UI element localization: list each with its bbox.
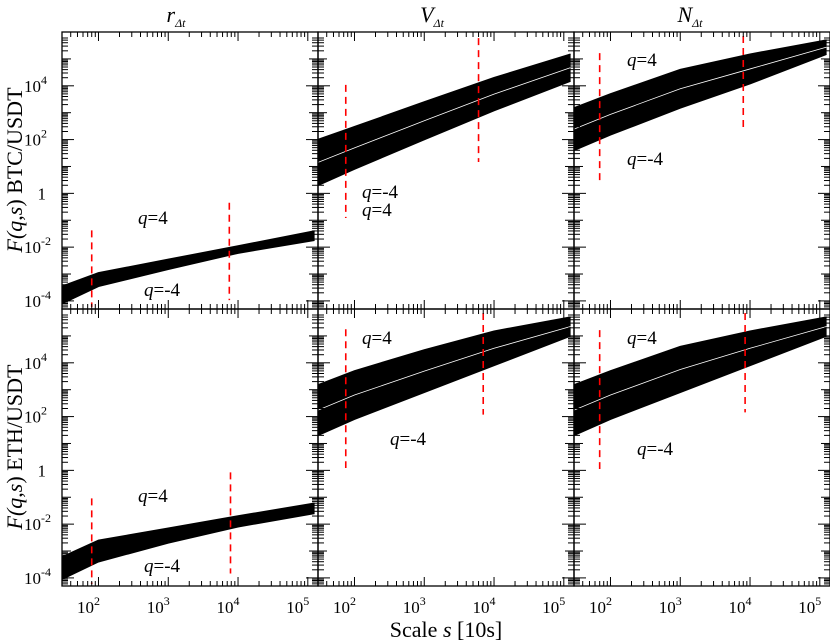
y-tick-label: 10-2 — [24, 511, 51, 534]
label-q-bottom: q=-4 — [627, 149, 664, 170]
column-title: NΔt — [676, 2, 703, 30]
label-q-top: q=4 — [627, 328, 657, 349]
x-tick-label: 103 — [659, 594, 682, 617]
panel-2-1: q=4 q=-4 — [61, 308, 319, 587]
label-q-top: q=4 — [138, 208, 168, 229]
row-label: F(q,s) BTC/USDT — [2, 87, 27, 254]
column-title: VΔt — [420, 2, 444, 30]
y-tick-label: 1 — [38, 184, 47, 203]
x-tick-label: 104 — [729, 594, 752, 617]
x-tick-label: 105 — [542, 594, 565, 617]
curve-q4 — [574, 316, 827, 386]
label-q-top: q=4 — [362, 200, 392, 221]
curve-qm4 — [318, 335, 571, 437]
x-tick-label: 103 — [147, 594, 170, 617]
y-tick-label: 10-4 — [24, 288, 51, 311]
x-tick-label: 102 — [589, 594, 612, 617]
x-tick-label: 105 — [286, 594, 309, 617]
label-q-bottom: q=-4 — [637, 439, 674, 460]
label-q-top: q=4 — [362, 328, 392, 349]
x-tick-label: 102 — [77, 594, 100, 617]
fq-band — [574, 40, 827, 151]
curve-q4 — [62, 502, 315, 558]
panel-1-2: q=4q=-4 — [317, 31, 575, 310]
curve-q0 — [318, 67, 571, 163]
curve-qm4 — [318, 80, 571, 186]
curve-qm4 — [62, 239, 315, 305]
curve-q0 — [574, 326, 827, 411]
fq-band — [318, 54, 571, 186]
x-tick-label: 103 — [403, 594, 426, 617]
y-tick-label: 104 — [24, 73, 47, 96]
x-tick-label: 104 — [217, 594, 240, 617]
x-tick-label: 104 — [473, 594, 496, 617]
x-axis-label: Scale s [10s] — [390, 617, 502, 642]
y-tick-label: 10-2 — [24, 234, 51, 257]
x-tick-label: 105 — [798, 594, 821, 617]
x-tick-label: 102 — [333, 594, 356, 617]
curve-q4 — [62, 230, 315, 287]
label-q-bottom: q=-4 — [362, 182, 399, 203]
curve-q0 — [574, 46, 827, 130]
fq-band — [574, 317, 827, 436]
column-title: rΔt — [167, 2, 187, 30]
panel-2-2: q=4 q=-4 — [317, 308, 575, 587]
curve-q4 — [318, 316, 571, 386]
panel-1-3: q=4 q=-4 — [573, 31, 830, 310]
panel-1-1: q=4 q=-4 — [61, 31, 319, 310]
curve-qm4 — [62, 512, 315, 580]
label-q-bottom: q=-4 — [144, 556, 181, 577]
y-tick-label: 10-4 — [24, 565, 51, 588]
curve-qm4 — [574, 53, 827, 151]
curve-q4 — [318, 53, 571, 141]
label-q-top: q=4 — [627, 50, 657, 71]
label-q-top: q=4 — [138, 486, 168, 507]
panel-2-3: q=4 q=-4 — [573, 308, 830, 587]
y-tick-label: 102 — [24, 404, 47, 427]
fq-band — [62, 503, 315, 580]
label-q-bottom: q=-4 — [144, 280, 181, 301]
fq-band — [62, 230, 315, 304]
y-tick-label: 102 — [24, 127, 47, 150]
curve-q0 — [318, 326, 571, 411]
row-label: F(q,s) ETH/USDT — [2, 364, 27, 531]
y-tick-label: 1 — [38, 461, 47, 480]
curve-qm4 — [574, 335, 827, 437]
panel-frame — [61, 31, 319, 310]
curve-q4 — [574, 39, 827, 109]
label-q-bottom: q=-4 — [390, 429, 427, 450]
fq-band — [318, 317, 571, 436]
panel-frame — [573, 308, 830, 587]
panels-group: q=4q=-4q=4q=-4q=4q=-4q=4q=-4q=4q=-4q=4q=… — [61, 31, 830, 587]
y-tick-label: 104 — [24, 350, 47, 373]
